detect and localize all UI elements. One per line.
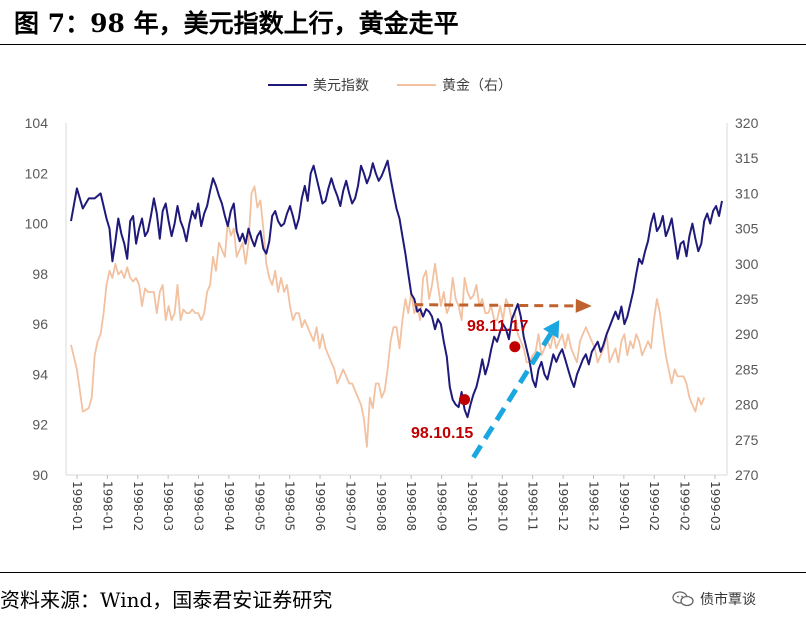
- x-axis-ticks: 1998-01 1998-01 1998-02 1998-03 1998-03 1998-…: [70, 475, 722, 531]
- x-tick-label: 1998-08: [374, 481, 388, 531]
- x-tick-label: 1998-10: [465, 481, 479, 531]
- legend: 美元指数 黄金（右）: [268, 77, 512, 94]
- y-tick-left: 98: [32, 266, 48, 282]
- y-tick-left: 104: [25, 115, 49, 131]
- annotations: 98.10.15 98.11.17: [411, 318, 529, 442]
- legend-label-usd: 美元指数: [313, 78, 369, 94]
- y-tick-left: 90: [32, 467, 48, 483]
- wechat-icon: [672, 591, 694, 607]
- x-tick-label: 1998-01: [70, 481, 84, 531]
- x-tick-label: 1998-03: [161, 481, 175, 531]
- legend-label-gold: 黄金（右）: [442, 77, 512, 94]
- annotation-label: 98.10.15: [411, 425, 473, 442]
- title-rule: [0, 44, 806, 45]
- y-tick-right: 310: [735, 185, 759, 201]
- gold-flat-arrow: [414, 303, 576, 308]
- x-tick-label: 1998-10: [495, 481, 509, 531]
- y-tick-right: 285: [735, 361, 759, 377]
- x-tick-label: 1998-11: [526, 481, 540, 531]
- y-tick-right: 295: [735, 291, 759, 307]
- x-tick-label: 1998-02: [131, 481, 145, 531]
- y-tick-right: 315: [735, 150, 759, 166]
- usd-up-arrow-head: [543, 320, 560, 339]
- x-tick-label: 1999-01: [617, 481, 631, 531]
- series-line-gold: [70, 185, 706, 448]
- footer-rule: [0, 572, 806, 573]
- y-tick-right: 275: [735, 432, 759, 448]
- annotation-label: 98.11.17: [467, 318, 529, 335]
- gold-flat-arrow-head: [575, 298, 592, 313]
- brand-name: 债市覃谈: [700, 592, 756, 608]
- y-tick-left: 100: [25, 216, 49, 232]
- x-tick-label: 1998-12: [556, 481, 570, 531]
- source-note: 资料来源：Wind，国泰君安证券研究: [0, 588, 333, 612]
- y-tick-left: 94: [32, 366, 48, 382]
- x-tick-label: 1998-07: [343, 481, 357, 531]
- x-tick-label: 1998-04: [222, 481, 236, 531]
- y-tick-right: 320: [735, 115, 759, 131]
- x-tick-label: 1998-08: [404, 481, 418, 531]
- x-tick-label: 1998-05: [283, 481, 297, 531]
- line-chart: 美元指数 黄金（右） 90 92 94 96 98 100 102 104 270 275 280…: [25, 77, 759, 531]
- x-tick-label: 1998-06: [313, 481, 327, 531]
- x-tick-label: 1998-01: [100, 481, 114, 531]
- series-line-usd: [70, 159, 723, 419]
- y-tick-right: 290: [735, 326, 759, 342]
- x-tick-label: 1998-03: [192, 481, 206, 531]
- y-tick-right: 270: [735, 467, 759, 483]
- usd-up-arrow: [471, 332, 553, 459]
- x-tick-label: 1999-02: [647, 481, 661, 531]
- trend-arrows: [414, 298, 592, 459]
- annotation-marker: [459, 394, 471, 406]
- annotation-marker: [509, 341, 521, 353]
- x-tick-label: 1999-02: [678, 481, 692, 531]
- y-tick-left: 96: [32, 316, 48, 332]
- x-tick-label: 1998-12: [586, 481, 600, 531]
- y-tick-right: 305: [735, 221, 759, 237]
- x-tick-label: 1999-03: [708, 481, 722, 531]
- x-tick-label: 1998-05: [252, 481, 266, 531]
- left-axis-ticks: 90 92 94 96 98 100 102 104: [25, 115, 49, 483]
- y-tick-left: 92: [32, 417, 48, 433]
- y-tick-left: 102: [25, 165, 49, 181]
- brand-mark: 债市覃谈: [672, 589, 756, 609]
- y-tick-right: 300: [735, 256, 759, 272]
- y-tick-right: 280: [735, 397, 759, 413]
- x-tick-label: 1998-09: [435, 481, 449, 531]
- chart-title: 图 7：98 年，美元指数上行，黄金走平: [14, 9, 459, 38]
- right-axis-ticks: 270 275 280 285 290 295 300 305 310 315 320: [735, 115, 759, 483]
